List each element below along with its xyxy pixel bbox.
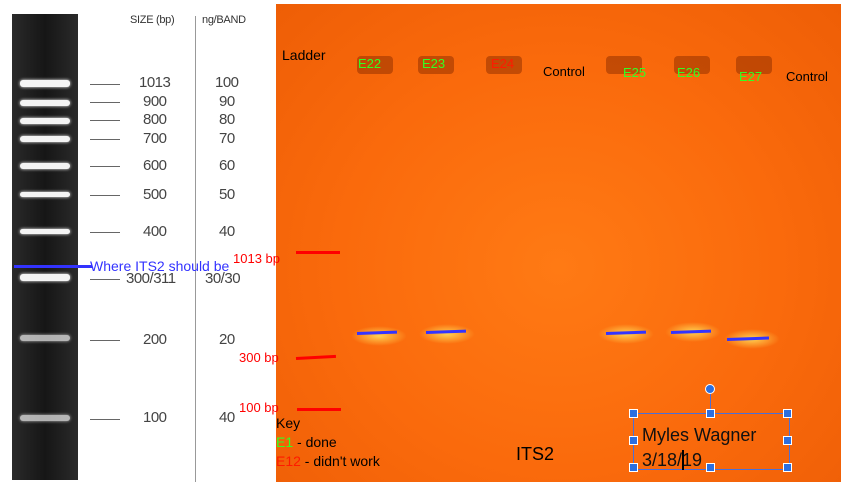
ladder-band <box>20 192 70 197</box>
ladder-dash <box>90 195 120 196</box>
gel-well <box>486 56 522 74</box>
ladder-dash <box>90 120 120 121</box>
rotation-stem <box>710 392 711 413</box>
band-size: 700 <box>143 130 167 147</box>
gel-title: ITS2 <box>516 444 555 464</box>
band-ng: 40 <box>219 409 235 426</box>
ladder-dash <box>90 279 120 280</box>
ladder-band <box>20 415 70 421</box>
marker-label-1013: 1013 bp <box>233 251 280 266</box>
lane-label-control: Control <box>786 69 828 84</box>
ladder-dash <box>90 84 120 85</box>
ladder-band <box>20 163 70 169</box>
signature-date[interactable]: 3/18/19 <box>642 450 703 470</box>
band-size: 100 <box>143 409 167 426</box>
gel-well <box>357 56 393 74</box>
marker-label-300: 300 bp <box>239 350 279 365</box>
lane-label-e23: E23 <box>422 56 446 71</box>
band-ng: 60 <box>219 157 235 174</box>
column-divider <box>195 16 196 482</box>
key-done-code: E1 <box>276 434 294 450</box>
band-ng: 70 <box>219 130 235 147</box>
lane-label-e26: E26 <box>677 65 701 80</box>
ladder-band <box>20 118 70 124</box>
resize-handle-top-right[interactable] <box>783 409 792 418</box>
band-size: 400 <box>143 223 167 240</box>
lane-label-e24: E24 <box>491 56 515 71</box>
gel-well <box>674 56 710 74</box>
text-cursor <box>682 450 684 470</box>
band-ng: 100 <box>215 74 239 91</box>
band-size: 1013 <box>139 74 171 91</box>
band-ng: 20 <box>219 331 235 348</box>
band-size: 600 <box>143 157 167 174</box>
band-size: 500 <box>143 186 167 203</box>
ladder-dash <box>90 139 120 140</box>
key-fail-text: - didn't work <box>300 453 380 469</box>
ladder-band <box>20 100 70 106</box>
band-ng: 40 <box>219 223 235 240</box>
resize-handle-left[interactable] <box>629 436 638 445</box>
resize-handle-bottom[interactable] <box>706 463 715 472</box>
key-row-fail: E12 - didn't work <box>276 452 380 471</box>
ladder-band <box>20 274 70 281</box>
ng-column-header: ng/BAND <box>202 14 246 26</box>
gel-well <box>418 56 454 74</box>
ladder-dash <box>90 166 120 167</box>
resize-handle-bottom-left[interactable] <box>629 463 638 472</box>
ladder-band <box>20 80 70 87</box>
resize-handle-top-left[interactable] <box>629 409 638 418</box>
ladder-dash <box>90 232 120 233</box>
ladder-lane-image <box>12 14 78 480</box>
lane-label-e22: E22 <box>358 56 382 71</box>
its2-expected-line <box>14 265 92 268</box>
marker-line-100 <box>297 408 341 411</box>
band-ng: 80 <box>219 111 235 128</box>
band-size: 300/311 <box>126 270 176 287</box>
size-column-header: SIZE (bp) <box>130 14 175 26</box>
gel-photo <box>276 4 841 482</box>
resize-handle-top[interactable] <box>706 409 715 418</box>
band-size: 800 <box>143 111 167 128</box>
ladder-reference-panel: SIZE (bp) ng/BAND 1013 100 900 90 800 80… <box>0 0 276 482</box>
marker-label-100: 100 bp <box>239 400 279 415</box>
band-ng: 50 <box>219 186 235 203</box>
lane-label-control: Control <box>543 64 585 79</box>
legend-key: Key E1 - done E12 - didn't work <box>276 414 380 471</box>
key-done-text: - done <box>293 434 337 450</box>
ladder-band <box>20 335 70 341</box>
ladder-dash <box>90 102 120 103</box>
rotate-handle[interactable] <box>705 384 715 394</box>
dna-band-glow <box>351 326 407 346</box>
resize-handle-right[interactable] <box>783 436 792 445</box>
band-size: 200 <box>143 331 167 348</box>
ladder-dash <box>90 340 120 341</box>
dna-band-glow <box>419 324 475 344</box>
ladder-band <box>20 136 70 142</box>
band-ng: 90 <box>219 93 235 110</box>
ladder-dash <box>90 419 120 420</box>
ladder-lane-label: Ladder <box>282 47 326 63</box>
signature-name[interactable]: Myles Wagner <box>642 425 757 445</box>
band-size: 900 <box>143 93 167 110</box>
lane-label-e27: E27 <box>739 69 763 84</box>
marker-line-1013 <box>296 251 340 254</box>
band-ng: 30/30 <box>205 270 241 287</box>
key-row-done: E1 - done <box>276 433 380 452</box>
key-fail-code: E12 <box>276 453 301 469</box>
gel-well <box>736 56 772 74</box>
its2-expected-note: Where ITS2 should be <box>90 258 230 274</box>
key-heading: Key <box>276 415 301 431</box>
gel-well <box>606 56 642 74</box>
resize-handle-bottom-right[interactable] <box>783 463 792 472</box>
lane-label-e25: E25 <box>623 65 647 80</box>
ladder-band <box>20 229 70 234</box>
